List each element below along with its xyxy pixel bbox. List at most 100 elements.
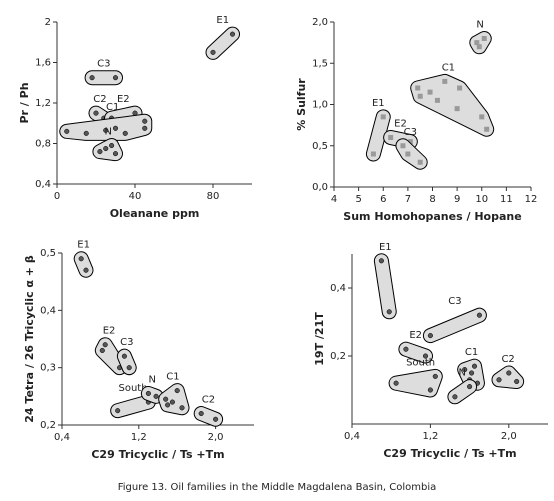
point bbox=[165, 402, 171, 408]
x-tick-label: 8 bbox=[429, 194, 435, 205]
x-axis-title: Sum Homohopanes / Hopane bbox=[343, 210, 521, 223]
point bbox=[153, 393, 159, 399]
point bbox=[388, 135, 394, 140]
point bbox=[83, 130, 89, 136]
x-tick-label: 1,2 bbox=[422, 431, 438, 442]
y-tick-label: 0,4 bbox=[40, 305, 56, 316]
point bbox=[169, 399, 175, 405]
y-tick-label: 0,4 bbox=[35, 179, 51, 190]
group-label: E2 bbox=[394, 119, 407, 130]
x-tick-label: 9 bbox=[454, 194, 460, 205]
point bbox=[417, 159, 423, 165]
point bbox=[103, 146, 109, 152]
group-label: South bbox=[119, 383, 148, 394]
x-tick-label: 5 bbox=[355, 194, 361, 205]
group-envelope bbox=[448, 380, 477, 404]
point bbox=[99, 347, 105, 354]
group-label: C2 bbox=[93, 94, 106, 105]
point bbox=[457, 85, 463, 91]
y-tick-label: 0,4 bbox=[330, 283, 346, 294]
point bbox=[496, 377, 502, 383]
y-axis-title: 19T /21T bbox=[313, 312, 326, 366]
point bbox=[432, 373, 438, 379]
point bbox=[403, 346, 409, 352]
point bbox=[514, 378, 520, 385]
point bbox=[474, 40, 480, 46]
x-tick-label: 1,2 bbox=[131, 432, 147, 443]
point bbox=[422, 353, 429, 359]
group-label: N bbox=[148, 374, 155, 385]
point bbox=[405, 151, 411, 157]
x-tick-label: 10 bbox=[475, 194, 488, 205]
point bbox=[427, 333, 433, 339]
group-label: C3 bbox=[120, 337, 133, 348]
group-envelope bbox=[374, 254, 396, 319]
y-tick-label: 2,0 bbox=[312, 17, 328, 28]
group-label: C1 bbox=[442, 62, 455, 73]
point bbox=[121, 353, 127, 359]
group-label: N bbox=[104, 127, 111, 138]
y-tick-label: 1,6 bbox=[35, 58, 51, 69]
group-label: C3 bbox=[97, 59, 110, 70]
x-tick-label: 11 bbox=[500, 194, 513, 205]
x-tick-label: 0,4 bbox=[344, 431, 360, 442]
group-envelope bbox=[389, 369, 442, 397]
y-tick-label: 1,2 bbox=[35, 98, 51, 109]
point bbox=[109, 142, 115, 149]
y-tick-label: 0,5 bbox=[40, 248, 56, 259]
x-tick-label: 7 bbox=[405, 194, 411, 205]
point bbox=[452, 394, 458, 400]
point bbox=[64, 128, 70, 134]
y-tick-label: 1,5 bbox=[312, 58, 328, 69]
point bbox=[103, 127, 109, 133]
point bbox=[126, 365, 132, 371]
x-tick-label: 40 bbox=[129, 191, 142, 202]
group-label: E1 bbox=[372, 98, 385, 109]
y-tick-label: 0,2 bbox=[330, 351, 346, 362]
group-envelope bbox=[396, 139, 427, 169]
group-label: E1 bbox=[216, 15, 229, 26]
group-label: C1 bbox=[166, 372, 179, 383]
point bbox=[400, 143, 406, 149]
point bbox=[442, 78, 448, 84]
group-label: E2 bbox=[117, 94, 130, 105]
y-tick-label: 0,0 bbox=[312, 182, 328, 193]
point bbox=[370, 151, 376, 157]
point bbox=[427, 89, 433, 95]
point bbox=[454, 106, 460, 112]
group-envelope bbox=[399, 342, 432, 363]
y-tick-label: 0,3 bbox=[40, 363, 56, 374]
group-envelope bbox=[111, 395, 155, 418]
point bbox=[97, 149, 103, 155]
point bbox=[83, 267, 89, 273]
point bbox=[213, 416, 219, 422]
point bbox=[78, 256, 84, 262]
group-label: E1 bbox=[379, 242, 392, 253]
point bbox=[415, 85, 421, 91]
point bbox=[112, 125, 119, 131]
y-axis-title: Pr / Ph bbox=[18, 82, 31, 123]
point bbox=[112, 151, 119, 157]
point bbox=[179, 405, 185, 411]
point bbox=[407, 139, 413, 145]
caption: Figure 13. Oil families in the Middle Ma… bbox=[118, 482, 437, 493]
point bbox=[380, 114, 386, 120]
x-axis-title: C29 Tricyclic / Ts +Tm bbox=[383, 447, 516, 460]
point bbox=[142, 125, 148, 131]
x-tick-label: 0,4 bbox=[54, 432, 70, 443]
y-tick-label: 0,5 bbox=[312, 141, 328, 152]
point bbox=[145, 390, 151, 397]
x-tick-label: 80 bbox=[207, 191, 220, 202]
point bbox=[378, 258, 384, 264]
point bbox=[417, 93, 423, 99]
y-axis-title: % Sulfur bbox=[295, 78, 308, 131]
point bbox=[434, 97, 440, 103]
point bbox=[210, 49, 216, 55]
group-label: C2 bbox=[501, 354, 514, 365]
x-axis-title: Oleanane ppm bbox=[110, 207, 200, 220]
point bbox=[467, 384, 473, 390]
point bbox=[471, 363, 478, 369]
group-label: C3 bbox=[404, 127, 417, 138]
x-tick-label: 2,0 bbox=[208, 432, 224, 443]
